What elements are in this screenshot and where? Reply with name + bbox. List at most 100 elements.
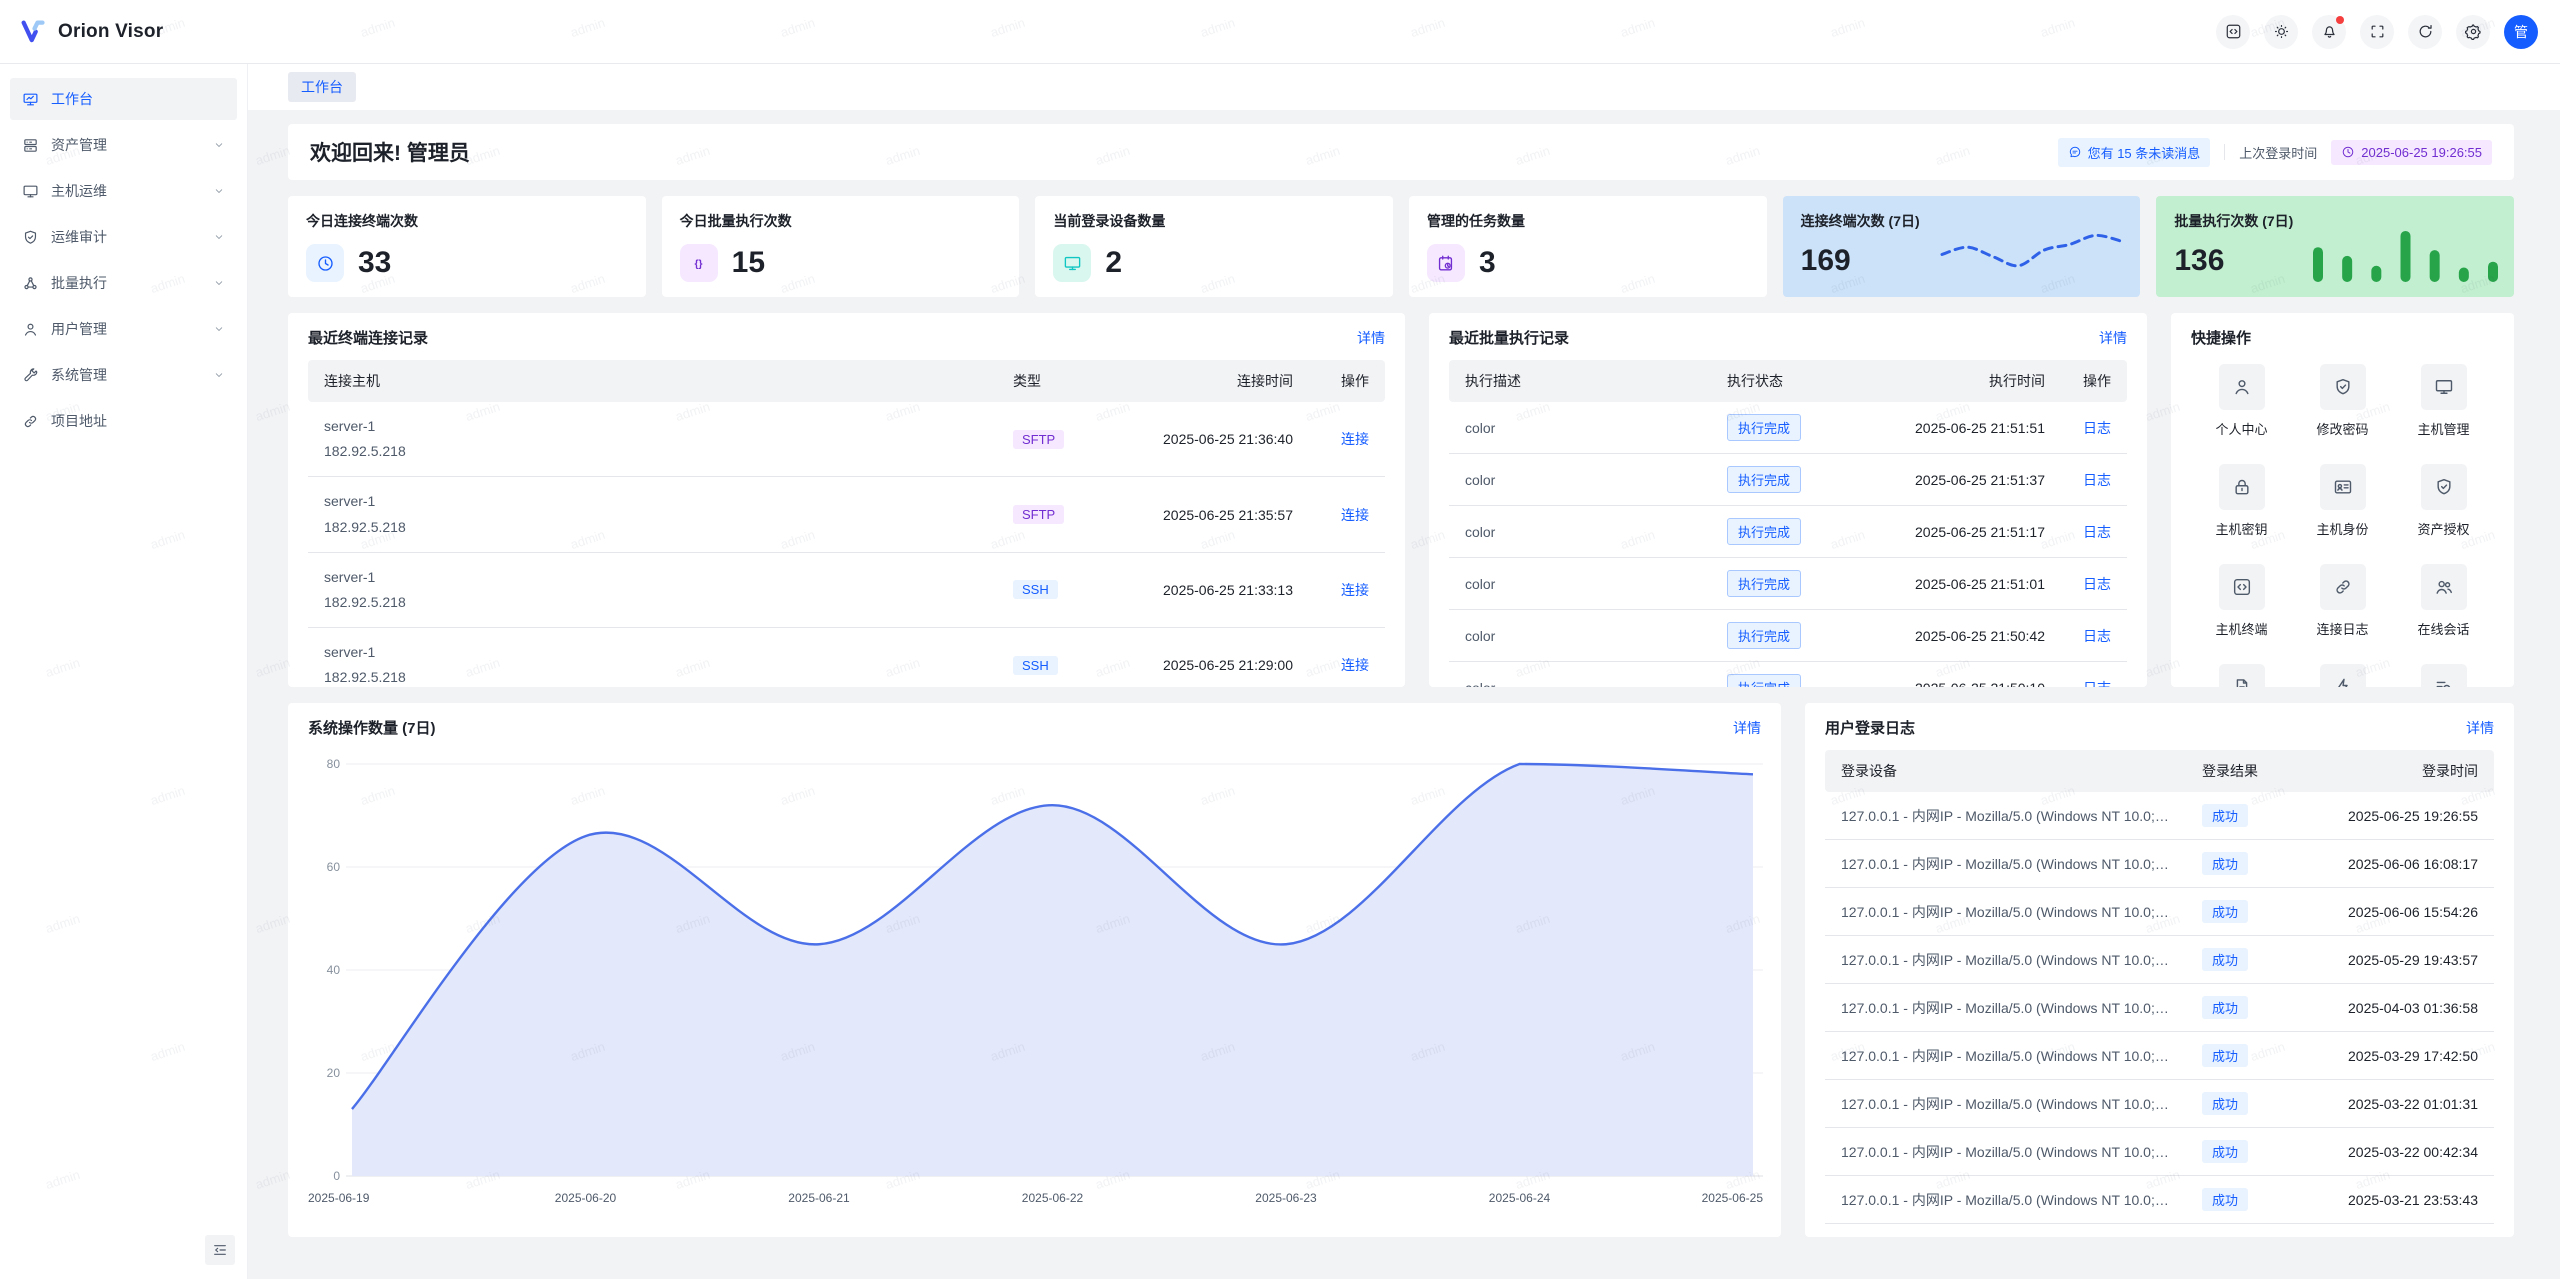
connect-link[interactable]: 连接 <box>1341 582 1369 598</box>
sidebar-item-label: 批量执行 <box>51 273 107 293</box>
shield-check-icon <box>22 229 39 246</box>
quick-op-6[interactable]: 主机终端 <box>2191 564 2292 638</box>
shield-check-icon <box>2434 477 2454 497</box>
quick-op-7[interactable]: 连接日志 <box>2292 564 2393 638</box>
svg-text:2025-06-25: 2025-06-25 <box>1702 1191 1763 1205</box>
quick-op-icon-box <box>2320 364 2366 410</box>
stat-card-0: 今日连接终端次数 33 <box>288 196 646 297</box>
stat-label: 今日连接终端次数 <box>306 211 628 231</box>
quick-op-2[interactable]: 主机管理 <box>2393 364 2494 438</box>
svg-text:40: 40 <box>327 963 341 977</box>
table-row: 127.0.0.1 - 内网IP - Mozilla/5.0 (Windows … <box>1825 792 2494 840</box>
header-actions: 管 <box>2216 15 2538 49</box>
quick-op-10[interactable]: 命令执行 <box>2292 664 2393 687</box>
user-avatar[interactable]: 管 <box>2504 15 2538 49</box>
login-time: 2025-03-21 23:53:43 <box>2294 1176 2494 1224</box>
stat-value: 33 <box>358 246 391 280</box>
top-header: Orion Visor 管 <box>0 0 2560 64</box>
column-header: 登录设备 <box>1825 750 2186 792</box>
log-link[interactable]: 日志 <box>2083 472 2111 488</box>
chevron-down-icon <box>213 231 225 243</box>
quick-op-icon-box <box>2320 664 2366 687</box>
batch-7d-bars <box>2313 218 2498 282</box>
sidebar-item-7[interactable]: 项目地址 <box>10 400 237 442</box>
connect-time: 2025-06-25 21:33:13 <box>1089 552 1309 627</box>
notifications-button[interactable] <box>2312 15 2346 49</box>
log-link[interactable]: 日志 <box>2083 524 2111 540</box>
stat-label: 当前登录设备数量 <box>1053 211 1375 231</box>
quick-op-8[interactable]: 在线会话 <box>2393 564 2494 638</box>
link-icon <box>2333 577 2353 597</box>
terminal-records-panel: 最近终端连接记录 详情 连接主机类型连接时间操作 server-1 182.92… <box>288 313 1405 687</box>
table-row: 127.0.0.1 - 内网IP - Mozilla/5.0 (Windows … <box>1825 936 2494 984</box>
sidebar-item-3[interactable]: 运维审计 <box>10 216 237 258</box>
connect-link[interactable]: 连接 <box>1341 507 1369 523</box>
quick-op-icon-box <box>2219 464 2265 510</box>
code-toggle-button[interactable] <box>2216 15 2250 49</box>
collapse-sidebar-button[interactable] <box>205 1235 235 1265</box>
sidebar-item-2[interactable]: 主机运维 <box>10 170 237 212</box>
quick-op-9[interactable]: 文件操作日志 <box>2191 664 2292 687</box>
log-link[interactable]: 日志 <box>2083 680 2111 688</box>
login-device: 127.0.0.1 - 内网IP - Mozilla/5.0 (Windows … <box>1825 936 2186 984</box>
login-result-badge: 成功 <box>2202 1140 2248 1163</box>
connect-link[interactable]: 连接 <box>1341 431 1369 447</box>
theme-toggle-button[interactable] <box>2264 15 2298 49</box>
quick-ops-panel: 快捷操作 个人中心 修改密码 主机管理 主机密钥 主机身份 资产授权 主机终端 … <box>2171 313 2514 687</box>
quick-op-5[interactable]: 资产授权 <box>2393 464 2494 538</box>
panel-title: 用户登录日志 <box>1825 717 1915 738</box>
batch-icon <box>22 275 39 292</box>
sidebar-item-0[interactable]: 工作台 <box>10 78 237 120</box>
spark-card-1: 批量执行次数 (7日) 136 <box>2156 196 2514 297</box>
table-row: color 执行完成 2025-06-25 21:51:51 日志 <box>1449 402 2127 454</box>
login-time: 2025-05-29 19:43:57 <box>2294 936 2494 984</box>
login-detail-link[interactable]: 详情 <box>2466 718 2494 738</box>
log-link[interactable]: 日志 <box>2083 576 2111 592</box>
breadcrumb-item-workbench[interactable]: 工作台 <box>288 72 356 102</box>
quick-op-label: 主机管理 <box>2417 419 2469 438</box>
users-icon <box>2434 577 2454 597</box>
stat-value: 3 <box>1479 246 1496 280</box>
login-time: 2025-04-03 01:36:58 <box>2294 984 2494 1032</box>
table-row: 127.0.0.1 - 内网IP - Mozilla/5.0 (Windows … <box>1825 888 2494 936</box>
sidebar-item-4[interactable]: 批量执行 <box>10 262 237 304</box>
log-link[interactable]: 日志 <box>2083 628 2111 644</box>
chart-detail-link[interactable]: 详情 <box>1733 718 1761 738</box>
refresh-button[interactable] <box>2408 15 2442 49</box>
login-time: 2025-06-25 19:26:55 <box>2294 792 2494 840</box>
exec-desc: color <box>1449 610 1711 662</box>
quick-op-11[interactable]: 执行日志 <box>2393 664 2494 687</box>
column-header: 执行描述 <box>1449 360 1711 402</box>
table-row: color 执行完成 2025-06-25 21:51:01 日志 <box>1449 558 2127 610</box>
quick-op-4[interactable]: 主机身份 <box>2292 464 2393 538</box>
task-icon <box>1436 254 1455 273</box>
exec-status-badge: 执行完成 <box>1727 674 1801 687</box>
batch-detail-link[interactable]: 详情 <box>2099 328 2127 348</box>
id-card-icon <box>2333 477 2353 497</box>
connect-link[interactable]: 连接 <box>1341 657 1369 673</box>
quick-op-0[interactable]: 个人中心 <box>2191 364 2292 438</box>
area-chart-svg: 020406080 2025-06-192025-06-202025-06-21… <box>308 750 1763 1212</box>
sidebar-item-5[interactable]: 用户管理 <box>10 308 237 350</box>
settings-button[interactable] <box>2456 15 2490 49</box>
log-link[interactable]: 日志 <box>2083 420 2111 436</box>
svg-text:2025-06-19: 2025-06-19 <box>308 1191 370 1205</box>
login-result-badge: 成功 <box>2202 852 2248 875</box>
quick-op-3[interactable]: 主机密钥 <box>2191 464 2292 538</box>
terminal-detail-link[interactable]: 详情 <box>1357 328 1385 348</box>
last-login-time-badge: 2025-06-25 19:26:55 <box>2331 140 2492 165</box>
host-ip: 182.92.5.218 <box>324 439 981 464</box>
host-ip: 182.92.5.218 <box>324 515 981 540</box>
exec-desc: color <box>1449 454 1711 506</box>
quick-op-1[interactable]: 修改密码 <box>2292 364 2393 438</box>
fullscreen-button[interactable] <box>2360 15 2394 49</box>
column-header: 登录时间 <box>2294 750 2494 792</box>
wrench-icon <box>22 367 39 384</box>
sidebar-item-1[interactable]: 资产管理 <box>10 124 237 166</box>
sidebar-item-label: 项目地址 <box>51 411 107 431</box>
unread-messages-badge[interactable]: 您有 15 条未读消息 <box>2058 138 2211 167</box>
braces-icon: {} <box>689 254 708 273</box>
sidebar-item-6[interactable]: 系统管理 <box>10 354 237 396</box>
batch-records-panel: 最近批量执行记录 详情 执行描述执行状态执行时间操作 color 执行完成 20… <box>1429 313 2147 687</box>
exec-time: 2025-06-25 21:51:17 <box>1846 506 2061 558</box>
